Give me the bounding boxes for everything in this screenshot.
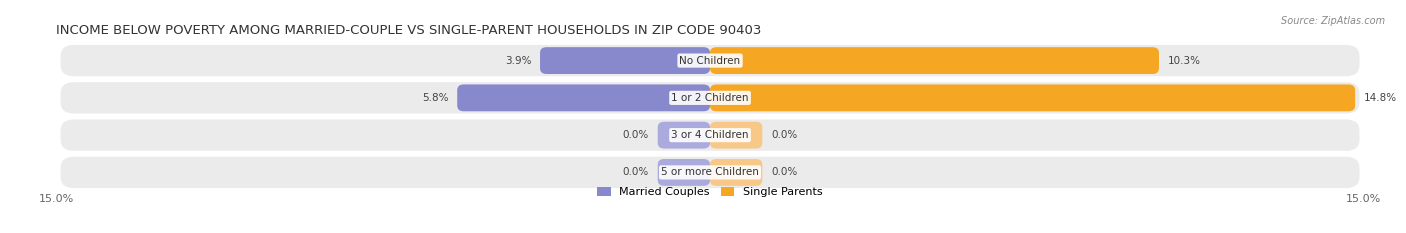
FancyBboxPatch shape: [710, 122, 762, 149]
FancyBboxPatch shape: [60, 157, 1360, 188]
Text: 1 or 2 Children: 1 or 2 Children: [671, 93, 749, 103]
Text: 14.8%: 14.8%: [1364, 93, 1398, 103]
FancyBboxPatch shape: [710, 47, 1159, 74]
Text: INCOME BELOW POVERTY AMONG MARRIED-COUPLE VS SINGLE-PARENT HOUSEHOLDS IN ZIP COD: INCOME BELOW POVERTY AMONG MARRIED-COUPL…: [56, 24, 762, 37]
FancyBboxPatch shape: [710, 84, 1355, 111]
FancyBboxPatch shape: [540, 47, 710, 74]
Text: Source: ZipAtlas.com: Source: ZipAtlas.com: [1281, 16, 1385, 26]
Text: 5.8%: 5.8%: [422, 93, 449, 103]
Text: 0.0%: 0.0%: [770, 168, 797, 177]
FancyBboxPatch shape: [60, 45, 1360, 76]
FancyBboxPatch shape: [457, 84, 710, 111]
Text: 3 or 4 Children: 3 or 4 Children: [671, 130, 749, 140]
Text: 5 or more Children: 5 or more Children: [661, 168, 759, 177]
Text: 0.0%: 0.0%: [623, 130, 650, 140]
Text: 0.0%: 0.0%: [623, 168, 650, 177]
FancyBboxPatch shape: [658, 159, 710, 186]
Text: 10.3%: 10.3%: [1167, 56, 1201, 65]
FancyBboxPatch shape: [658, 122, 710, 149]
FancyBboxPatch shape: [710, 159, 762, 186]
FancyBboxPatch shape: [60, 120, 1360, 151]
Text: 0.0%: 0.0%: [770, 130, 797, 140]
Text: 3.9%: 3.9%: [505, 56, 531, 65]
Legend: Married Couples, Single Parents: Married Couples, Single Parents: [598, 187, 823, 197]
Text: No Children: No Children: [679, 56, 741, 65]
FancyBboxPatch shape: [60, 82, 1360, 113]
